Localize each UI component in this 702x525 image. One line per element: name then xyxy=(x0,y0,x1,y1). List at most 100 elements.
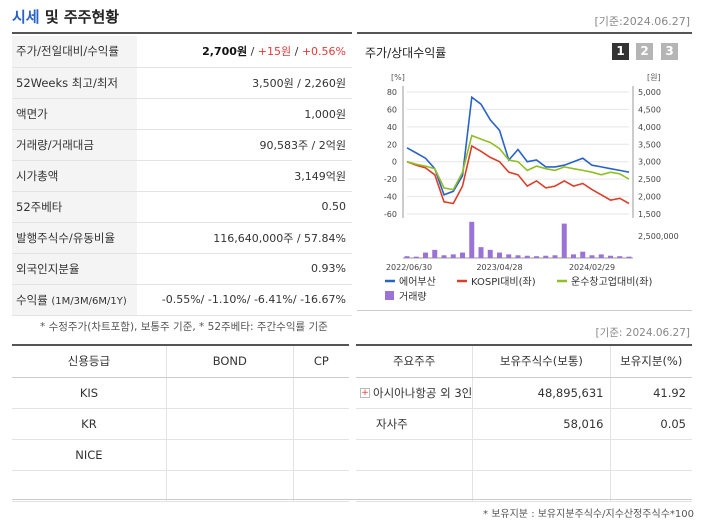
left-tick-label: 60 xyxy=(387,105,397,114)
volume-bar xyxy=(543,255,549,258)
cp-rating xyxy=(293,377,349,409)
volume-bar xyxy=(506,254,512,258)
legend-label: 운수창고업대비(좌) xyxy=(571,275,653,288)
volume-bar xyxy=(450,254,456,258)
agency-name: KR xyxy=(12,408,167,440)
chart-axes: [%] [원] 80 60 40 20 0 -20 -40 -60 5,000 4,500 4,000 3… xyxy=(384,73,679,272)
table-row xyxy=(12,470,349,502)
cp-rating xyxy=(293,439,349,471)
table-row: KR xyxy=(12,408,349,440)
right-tick-label: 4,000 xyxy=(638,123,661,132)
cp-rating xyxy=(293,470,349,502)
row-value: 0.93% xyxy=(137,253,352,285)
chart-page-3-button[interactable]: 3 xyxy=(661,43,678,60)
quote-table: 주가/전일대비/수익률 2,700원 / +15원 / +0.56% 52Wee… xyxy=(12,36,352,316)
volume-bar xyxy=(432,249,438,258)
bond-rating xyxy=(166,377,294,409)
row-value: 0.50 xyxy=(137,191,352,223)
change-value: +15원 xyxy=(257,45,292,59)
table-row: KIS xyxy=(12,377,349,409)
price-change-value: 2,700원 / +15원 / +0.56% xyxy=(137,36,352,68)
divider xyxy=(12,32,352,34)
left-tick-label: -40 xyxy=(384,193,397,202)
left-axis-unit: [%] xyxy=(391,73,405,82)
volume-bar xyxy=(598,254,604,258)
left-tick-label: 40 xyxy=(387,123,397,132)
table-row: 거래량/거래대금 90,583주 / 2억원 xyxy=(12,129,352,161)
volume-bar xyxy=(469,221,475,258)
legend-swatch xyxy=(385,291,394,300)
row-label: 발행주식수/유동비율 xyxy=(12,222,137,254)
table-row: 52Weeks 최고/최저 3,500원 / 2,260원 xyxy=(12,67,352,99)
right-tick-label: 2,500 xyxy=(638,175,661,184)
agency-name: NICE xyxy=(12,439,167,471)
volume-bar xyxy=(441,255,447,258)
series-line xyxy=(406,95,630,196)
title-rest: 및 주주현황 xyxy=(39,8,120,26)
column-header: 보유주식수(보통) xyxy=(472,344,611,378)
table-row: 자사주 58,016 0.05 xyxy=(356,408,692,440)
right-tick-label: 3,500 xyxy=(638,140,661,149)
divider xyxy=(357,32,692,34)
holder-name-cell: + 아시아나항공 외 3인 xyxy=(356,377,474,409)
right-tick-label: 4,500 xyxy=(638,105,661,114)
bond-rating xyxy=(166,439,294,471)
column-header: BOND xyxy=(166,344,294,378)
chart-panel xyxy=(357,36,692,311)
volume-bar xyxy=(626,256,632,258)
returns-value: -0.55%/ -1.10%/ -6.41%/ -16.67% xyxy=(137,284,352,316)
left-tick-label: 0 xyxy=(392,158,397,167)
volume-bar xyxy=(497,252,502,258)
holder-shares: 58,016 xyxy=(472,408,611,440)
holders-footnote: * 보유지분 : 보유지분주식수/지수산정주식수*100 xyxy=(483,509,694,520)
column-header: 신용등급 xyxy=(12,344,167,378)
bond-rating xyxy=(166,408,294,440)
row-value: 3,149억원 xyxy=(137,160,352,192)
agency-name xyxy=(12,470,167,502)
separator: / xyxy=(291,45,302,59)
left-tick-label: 80 xyxy=(387,88,397,97)
table-header-row: 신용등급 BOND CP xyxy=(12,344,349,378)
volume-tick-label: 2,500,000 xyxy=(638,232,679,241)
table-row: 시가총액 3,149억원 xyxy=(12,160,352,192)
table-row: 52주베타 0.50 xyxy=(12,191,352,223)
volume-bar xyxy=(404,256,410,258)
volume-bar xyxy=(571,254,576,258)
agency-name: KIS xyxy=(12,377,167,409)
x-tick-label: 2023/04/28 xyxy=(476,263,522,272)
right-tick-label: 1,500 xyxy=(638,210,661,219)
volume-bar xyxy=(589,255,595,258)
table-row: 발행주식수/유동비율 116,640,000주 / 57.84% xyxy=(12,222,352,254)
divider xyxy=(12,499,692,500)
volume-bar xyxy=(524,255,530,258)
holder-name: 자사주 xyxy=(356,408,474,440)
holder-name[interactable]: 아시아나항공 외 3인 xyxy=(373,385,473,400)
volume-bar xyxy=(487,249,493,258)
row-value: 3,500원 / 2,260원 xyxy=(137,67,352,99)
column-header: 보유지분(%) xyxy=(610,344,692,378)
holder-percent: 0.05 xyxy=(610,408,692,440)
right-tick-label: 3,000 xyxy=(638,158,661,167)
table-row: 수익률 (1M/3M/6M/1Y) -0.55%/ -1.10%/ -6.41%… xyxy=(12,284,352,316)
shareholders-table: 주요주주 보유주식수(보통) 보유지분(%) + 아시아나항공 외 3인 48,8… xyxy=(356,344,692,502)
bond-rating xyxy=(166,470,294,502)
volume-bar xyxy=(552,255,558,258)
x-tick-label: 2024/02/29 xyxy=(569,263,615,272)
table-row: 주가/전일대비/수익률 2,700원 / +15원 / +0.56% xyxy=(12,36,352,68)
table-row: 외국인지분율 0.93% xyxy=(12,253,352,285)
chart-page-2-button[interactable]: 2 xyxy=(636,43,653,60)
change-rate: +0.56% xyxy=(301,45,346,59)
chart-page-1-button[interactable]: 1 xyxy=(612,43,629,60)
chart-title: 주가/상대수익률 xyxy=(365,46,447,60)
chart-legend: 에어부산 KOSPI대비(좌) 운수창고업대비(좌) 거래량 xyxy=(385,275,653,303)
table-row xyxy=(356,439,692,471)
row-value: 1,000원 xyxy=(137,98,352,130)
row-label: 거래량/거래대금 xyxy=(12,129,137,161)
expand-icon[interactable]: + xyxy=(360,388,370,398)
chart-lines xyxy=(406,95,630,205)
holder-percent: 41.92 xyxy=(610,377,692,409)
series-line xyxy=(406,134,630,191)
row-value: 116,640,000주 / 57.84% xyxy=(137,222,352,254)
table-row xyxy=(356,470,692,502)
volume-bar xyxy=(515,255,521,258)
